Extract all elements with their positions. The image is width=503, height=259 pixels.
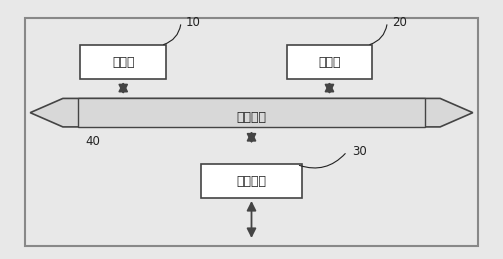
Bar [25, 18, 478, 246]
Text: 10: 10 [186, 16, 201, 28]
Text: 30: 30 [352, 145, 367, 158]
Text: 通信接口: 通信接口 [236, 175, 267, 188]
Text: 40: 40 [86, 135, 101, 148]
Bar [80, 45, 166, 79]
Text: 通信总线: 通信总线 [236, 111, 267, 124]
Text: 存储器: 存储器 [318, 56, 341, 69]
Text: 20: 20 [392, 16, 407, 28]
Polygon shape [30, 98, 473, 127]
Bar [287, 45, 372, 79]
Bar [201, 164, 302, 198]
Text: 处理器: 处理器 [112, 56, 134, 69]
Bar [78, 98, 425, 127]
